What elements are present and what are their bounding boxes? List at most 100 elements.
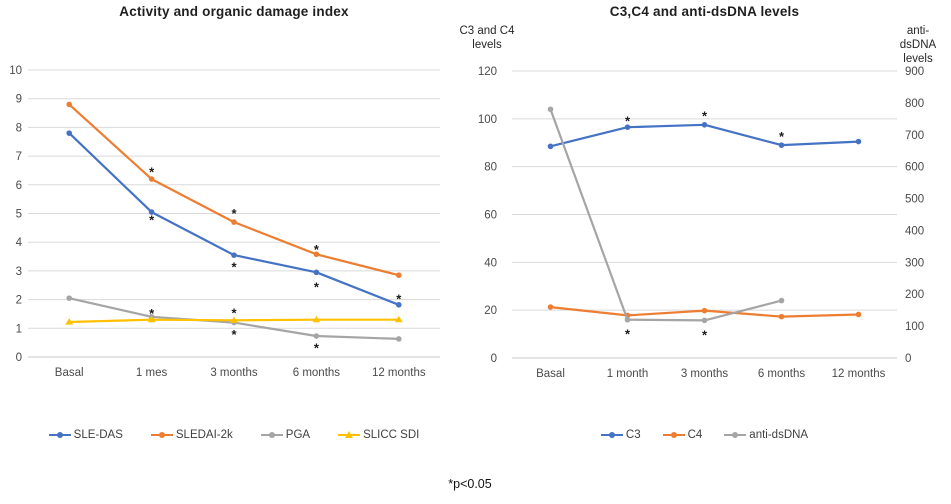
data-point-marker xyxy=(396,301,402,308)
x-axis-category-label: Basal xyxy=(536,368,565,380)
x-axis-category-label: 12 months xyxy=(832,368,886,380)
x-axis-category-label: Basal xyxy=(55,367,84,379)
significance-asterisk: * xyxy=(314,341,320,356)
legend-item-SLEDAI-2k: SLEDAI-2k xyxy=(150,429,233,441)
gridlines xyxy=(512,70,897,359)
y-axis-tick-label: 0 xyxy=(491,353,497,365)
significance-asterisks: * * * * * * * * * * * xyxy=(149,164,402,355)
y-axis-tick-label: 6 xyxy=(16,180,22,192)
x-axis-category-labels: Basal 1 month 3 months 6 months 12 months xyxy=(536,368,885,380)
data-point-marker xyxy=(778,142,785,148)
x-axis-category-label: 3 months xyxy=(210,367,258,379)
legend-marker-icon xyxy=(662,432,685,438)
significance-asterisk: * xyxy=(702,109,708,124)
data-point-marker xyxy=(778,313,785,320)
y-axis-tick-label: 4 xyxy=(16,237,23,249)
x-axis-category-label: 12 months xyxy=(372,367,426,379)
data-point-marker xyxy=(547,106,554,113)
significance-asterisk: * xyxy=(149,213,155,228)
data-point-marker xyxy=(624,124,631,131)
data-point-marker xyxy=(231,252,237,258)
x-axis-category-label: 3 months xyxy=(681,368,729,380)
data-point-marker xyxy=(312,315,321,323)
x-axis-category-label: 1 mes xyxy=(136,367,168,379)
data-point-marker xyxy=(701,317,708,324)
y-axis-tick-label: 60 xyxy=(484,210,497,222)
series-line-anti-dsDNA xyxy=(549,108,783,322)
data-point-marker xyxy=(230,316,238,323)
legend-label: SLE-DAS xyxy=(73,429,123,441)
right-y-axis-tick-label: 0 xyxy=(905,353,911,365)
legend-label: C4 xyxy=(687,429,703,441)
legend-marker-icon xyxy=(150,432,173,438)
right-chart-title: C3,C4 and anti-dsDNA levels xyxy=(609,4,800,19)
significance-asterisk: * xyxy=(149,164,155,179)
legend-marker-icon xyxy=(48,432,71,438)
legend-marker-shape xyxy=(670,432,677,438)
y-axis-tick-labels: 0 20 40 60 80 100 120 xyxy=(478,66,497,365)
right-y-axis-title-line: levels xyxy=(903,53,933,65)
significance-asterisk: * xyxy=(149,306,155,321)
data-point-marker xyxy=(148,176,155,182)
activity-damage-index-chart: 0 1 2 3 4 5 6 7 8 9 10 Basal 1 mes 3 months 6 months 12… xyxy=(9,65,440,379)
right-y-axis-tick-label: 500 xyxy=(905,194,924,206)
legend-item-SLICC SDI: SLICC SDI xyxy=(338,429,419,441)
right-y-axis-title-line: dsDNA xyxy=(899,39,937,51)
left-y-axis-title-line: C3 and C4 xyxy=(459,25,515,37)
legend-item-C3: C3 xyxy=(600,429,641,441)
significance-asterisk: * xyxy=(314,242,320,257)
significance-asterisk: * xyxy=(396,292,402,307)
x-axis-category-label: 6 months xyxy=(758,368,806,380)
right-chart-legend: C3 C4 anti-dsDNA xyxy=(512,429,897,441)
right-y-axis-tick-label: 300 xyxy=(905,257,924,269)
series-markers-C3 xyxy=(547,122,862,150)
y-axis-tick-label: 10 xyxy=(9,65,22,77)
legend-marker-shape xyxy=(732,432,739,438)
right-y-axis-tick-label: 900 xyxy=(905,66,924,78)
right-y-axis-title-line: anti- xyxy=(906,25,930,37)
legend-label: SLEDAI-2k xyxy=(175,429,233,441)
series-line-SLEDAI-2k xyxy=(68,103,400,277)
legend-label: PGA xyxy=(285,429,311,441)
series-markers-anti-dsDNA xyxy=(547,106,785,324)
right-y-axis-tick-labels: 0 100 200 300 400 500 600 700 800 900 xyxy=(905,66,924,365)
data-point-marker xyxy=(394,315,403,323)
y-axis-tick-label: 8 xyxy=(16,122,22,134)
significance-asterisk: * xyxy=(231,206,237,221)
significance-asterisk: * xyxy=(779,129,785,144)
y-axis-tick-label: 100 xyxy=(478,114,497,126)
significance-asterisk: * xyxy=(702,327,708,342)
y-axis-tick-label: 0 xyxy=(16,352,22,364)
data-point-marker xyxy=(66,130,72,136)
significance-asterisk: * xyxy=(314,279,320,294)
y-axis-tick-label: 120 xyxy=(478,66,497,78)
left-y-axis-title: C3 and C4 levels xyxy=(447,24,527,52)
data-point-marker xyxy=(66,101,72,108)
left-chart-title: Activity and organic damage index xyxy=(119,4,349,19)
legend-item-anti-dsDNA: anti-dsDNA xyxy=(724,429,808,441)
series-markers-SLE-DAS xyxy=(66,130,402,308)
data-point-marker xyxy=(231,219,237,225)
legend-label: C3 xyxy=(625,429,641,441)
legend-item-C4: C4 xyxy=(662,429,703,441)
y-axis-tick-labels: 0 1 2 3 4 5 6 7 8 9 10 xyxy=(9,65,22,364)
data-point-marker xyxy=(396,272,402,279)
y-axis-tick-label: 9 xyxy=(16,94,22,106)
legend-marker-icon xyxy=(260,432,283,438)
x-axis-category-label: 1 month xyxy=(607,368,649,380)
significance-asterisk: * xyxy=(625,113,631,128)
legend-marker-shape xyxy=(345,431,354,438)
legend-label: anti-dsDNA xyxy=(749,429,809,441)
c3-c4-antidsdna-chart: 0 20 40 60 80 100 120 0 100 200 300 400 500 600 700 800… xyxy=(478,66,924,380)
legend-marker-icon xyxy=(338,431,361,438)
data-point-marker xyxy=(313,333,320,339)
x-axis-category-labels: Basal 1 mes 3 months 6 months 12 months xyxy=(55,367,426,379)
data-point-marker xyxy=(65,318,74,325)
significance-asterisk: * xyxy=(231,260,237,275)
gridlines xyxy=(28,69,440,358)
right-y-axis-tick-label: 600 xyxy=(905,162,924,174)
legend-marker-icon xyxy=(724,432,747,438)
y-axis-tick-label: 3 xyxy=(16,266,22,278)
data-point-marker xyxy=(624,316,631,323)
